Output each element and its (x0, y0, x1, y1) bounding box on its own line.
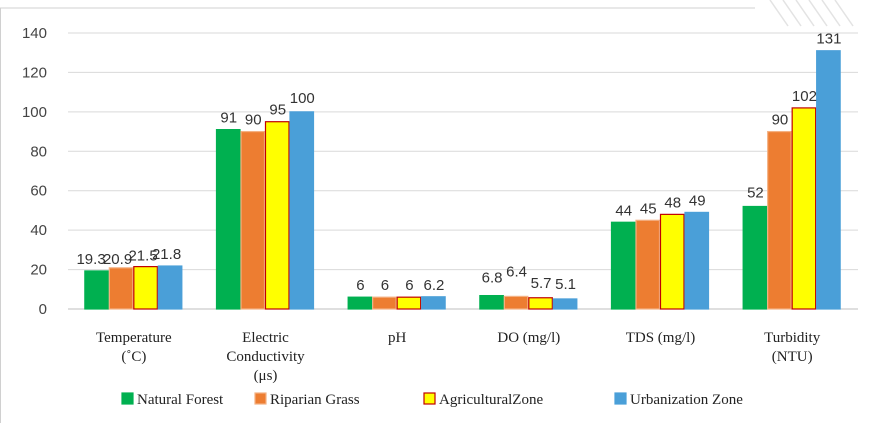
bar-agriculturalzone (264, 121, 290, 310)
y-tick-label: 0 (39, 301, 47, 318)
y-tick-label: 100 (22, 104, 47, 121)
data-label: 90 (772, 112, 789, 129)
bar-urbanization-zone (552, 298, 578, 310)
data-label: 20.9 (103, 251, 132, 268)
data-label: 100 (290, 90, 315, 107)
data-label: 90 (245, 112, 262, 129)
data-label: 102 (792, 88, 817, 105)
data-label: 95 (269, 102, 286, 119)
data-label: 5.1 (555, 276, 576, 293)
category-label: Temperature (96, 330, 172, 346)
bar-urbanization-zone (816, 50, 841, 310)
legend-label: Urbanization Zone (630, 392, 743, 408)
data-label: 6 (405, 277, 413, 294)
y-tick-label: 40 (30, 222, 47, 239)
bar-urbanization-zone (289, 111, 315, 310)
y-tick-label: 80 (30, 143, 47, 160)
data-label: 6 (356, 277, 364, 294)
legend-label: Riparian Grass (270, 392, 360, 408)
bar-urbanization-zone (421, 296, 446, 310)
category-label: pH (388, 330, 407, 346)
bar-natural-forest (84, 270, 109, 310)
bar-riparian-grass (635, 219, 661, 310)
bar-natural-forest (610, 221, 636, 310)
data-label: 6 (381, 277, 389, 294)
corner-hatch-line (769, 0, 789, 27)
bar-riparian-grass (108, 267, 134, 310)
data-label: 49 (689, 192, 706, 209)
category-label: Turbidity (764, 330, 821, 346)
legend-swatch (614, 392, 627, 405)
category-label: Electric (242, 330, 289, 346)
bar-agriculturalzone (659, 213, 685, 310)
bar-agriculturalzone (791, 107, 817, 310)
corner-hatch-line (834, 0, 854, 27)
data-label: 44 (615, 202, 632, 219)
category-label: TDS (mg/l) (626, 330, 696, 346)
data-label: 6.8 (482, 270, 503, 287)
bar-natural-forest (742, 205, 768, 310)
category-label: (μs) (254, 368, 278, 384)
legend-swatch (121, 392, 134, 405)
category-label: (NTU) (772, 349, 813, 365)
corner-decoration (0, 0, 854, 423)
bar-urbanization-zone (684, 211, 710, 310)
category-label: (˚C) (121, 349, 146, 365)
y-tick-label: 20 (30, 262, 47, 279)
data-label: 131 (816, 31, 841, 48)
legend: Natural Forest Riparian Grass Agricultural… (121, 392, 743, 408)
gridlines (68, 32, 858, 310)
bar-natural-forest (347, 296, 373, 310)
data-label: 5.7 (531, 275, 552, 292)
data-label: 19.3 (76, 251, 105, 268)
bar-riparian-grass (503, 295, 529, 310)
bar-urbanization-zone (157, 265, 183, 310)
data-label: 21.8 (152, 246, 181, 263)
category-label: DO (mg/l) (497, 330, 560, 346)
corner-hatch-line (782, 0, 802, 27)
y-tick-label: 120 (22, 64, 47, 81)
bar-riparian-grass (372, 296, 397, 310)
category-labels: Temperature (˚C) Electric Conductivity (μs) p… (96, 330, 821, 384)
y-tick-label: 60 (30, 183, 47, 200)
bar-natural-forest (479, 294, 504, 310)
category-label: Conductivity (226, 349, 305, 365)
bar-riparian-grass (767, 130, 792, 310)
legend-label: AgriculturalZone (439, 392, 543, 408)
bar-agriculturalzone (396, 296, 422, 310)
data-label: 91 (220, 110, 237, 127)
data-label: 52 (747, 184, 764, 201)
bar-natural-forest (215, 129, 241, 310)
y-axis-ticks: 0 20 40 60 80 100 120 140 (22, 25, 47, 318)
data-label: 6.4 (506, 263, 527, 280)
corner-hatch-line (808, 0, 828, 27)
legend-swatch (423, 392, 436, 405)
data-label: 21.5 (128, 248, 157, 265)
data-label: 6.2 (423, 277, 444, 294)
data-label: 45 (640, 200, 657, 217)
corner-hatch-line (821, 0, 841, 27)
bar-agriculturalzone (528, 297, 553, 310)
bar-agriculturalzone (133, 266, 158, 310)
corner-hatch-line (795, 0, 815, 27)
legend-swatch (254, 392, 267, 405)
bar-riparian-grass (240, 130, 266, 310)
legend-label: Natural Forest (137, 392, 224, 408)
data-label: 48 (664, 194, 681, 211)
bars (84, 50, 841, 310)
y-tick-label: 140 (22, 25, 47, 42)
